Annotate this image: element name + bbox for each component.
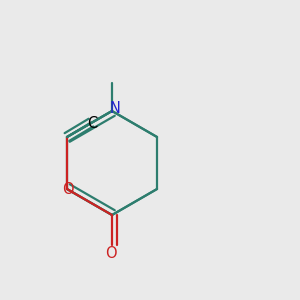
Text: N: N bbox=[110, 101, 121, 116]
Text: C: C bbox=[87, 116, 97, 131]
Text: O: O bbox=[62, 182, 74, 196]
Text: O: O bbox=[105, 245, 117, 260]
